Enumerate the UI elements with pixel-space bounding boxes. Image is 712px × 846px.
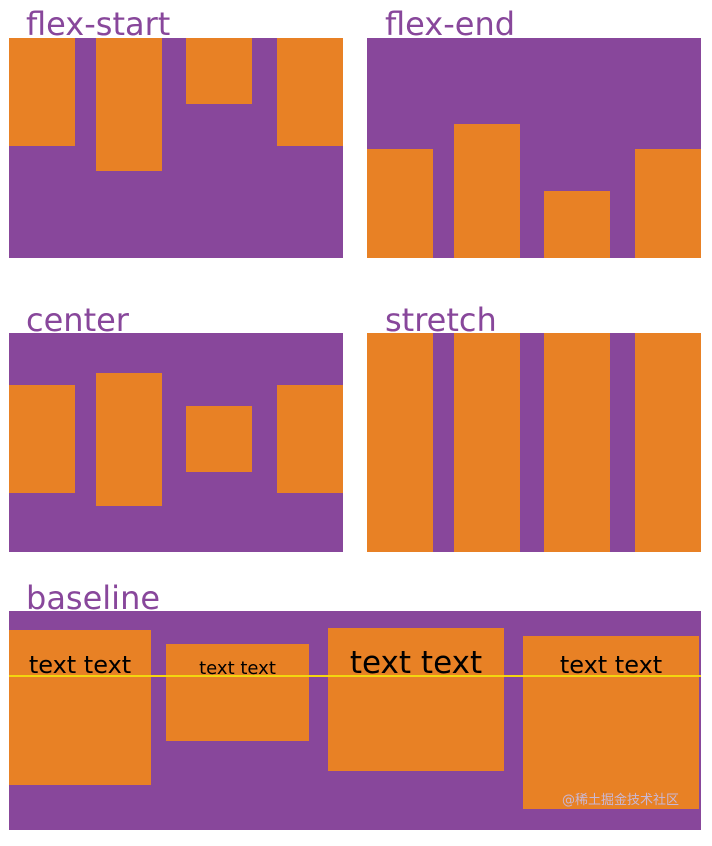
item-text: text text xyxy=(559,651,663,679)
flex-end-container xyxy=(367,38,701,258)
flex-item-3 xyxy=(544,333,610,552)
flex-item-1 xyxy=(367,149,433,258)
item-text: text text xyxy=(199,658,276,679)
center-container xyxy=(9,333,343,552)
flex-item-2 xyxy=(454,333,520,552)
flex-item-3 xyxy=(186,38,252,104)
flex-item-4 xyxy=(635,149,701,258)
flex-item-2 xyxy=(96,373,162,506)
stretch-label: stretch xyxy=(385,301,497,339)
baseline-item-3: text text xyxy=(328,628,504,771)
center-label: center xyxy=(26,301,129,339)
item-text: text text xyxy=(349,645,483,681)
flex-item-1 xyxy=(9,38,75,146)
baseline-label: baseline xyxy=(26,579,161,617)
flex-item-4 xyxy=(277,38,343,146)
flex-item-2 xyxy=(454,124,520,258)
baseline-item-1: text text xyxy=(9,630,151,785)
baseline-item-2: text text xyxy=(166,644,309,741)
stretch-container xyxy=(367,333,701,552)
flex-item-1 xyxy=(367,333,433,552)
flex-start-container xyxy=(9,38,343,258)
flex-item-4 xyxy=(277,385,343,493)
item-text: text text xyxy=(28,651,132,679)
flex-start-label: flex-start xyxy=(26,5,171,43)
baseline-line xyxy=(9,675,701,677)
flex-end-label: flex-end xyxy=(385,5,516,43)
flex-item-3 xyxy=(544,191,610,258)
baseline-item-4: text text xyxy=(523,636,699,809)
watermark: @稀土掘金技术社区 xyxy=(561,793,679,808)
flex-item-1 xyxy=(9,385,75,493)
baseline-container: text text text text text text text text … xyxy=(9,611,701,830)
flex-item-2 xyxy=(96,38,162,171)
flex-item-4 xyxy=(635,333,701,552)
flex-item-3 xyxy=(186,406,252,472)
